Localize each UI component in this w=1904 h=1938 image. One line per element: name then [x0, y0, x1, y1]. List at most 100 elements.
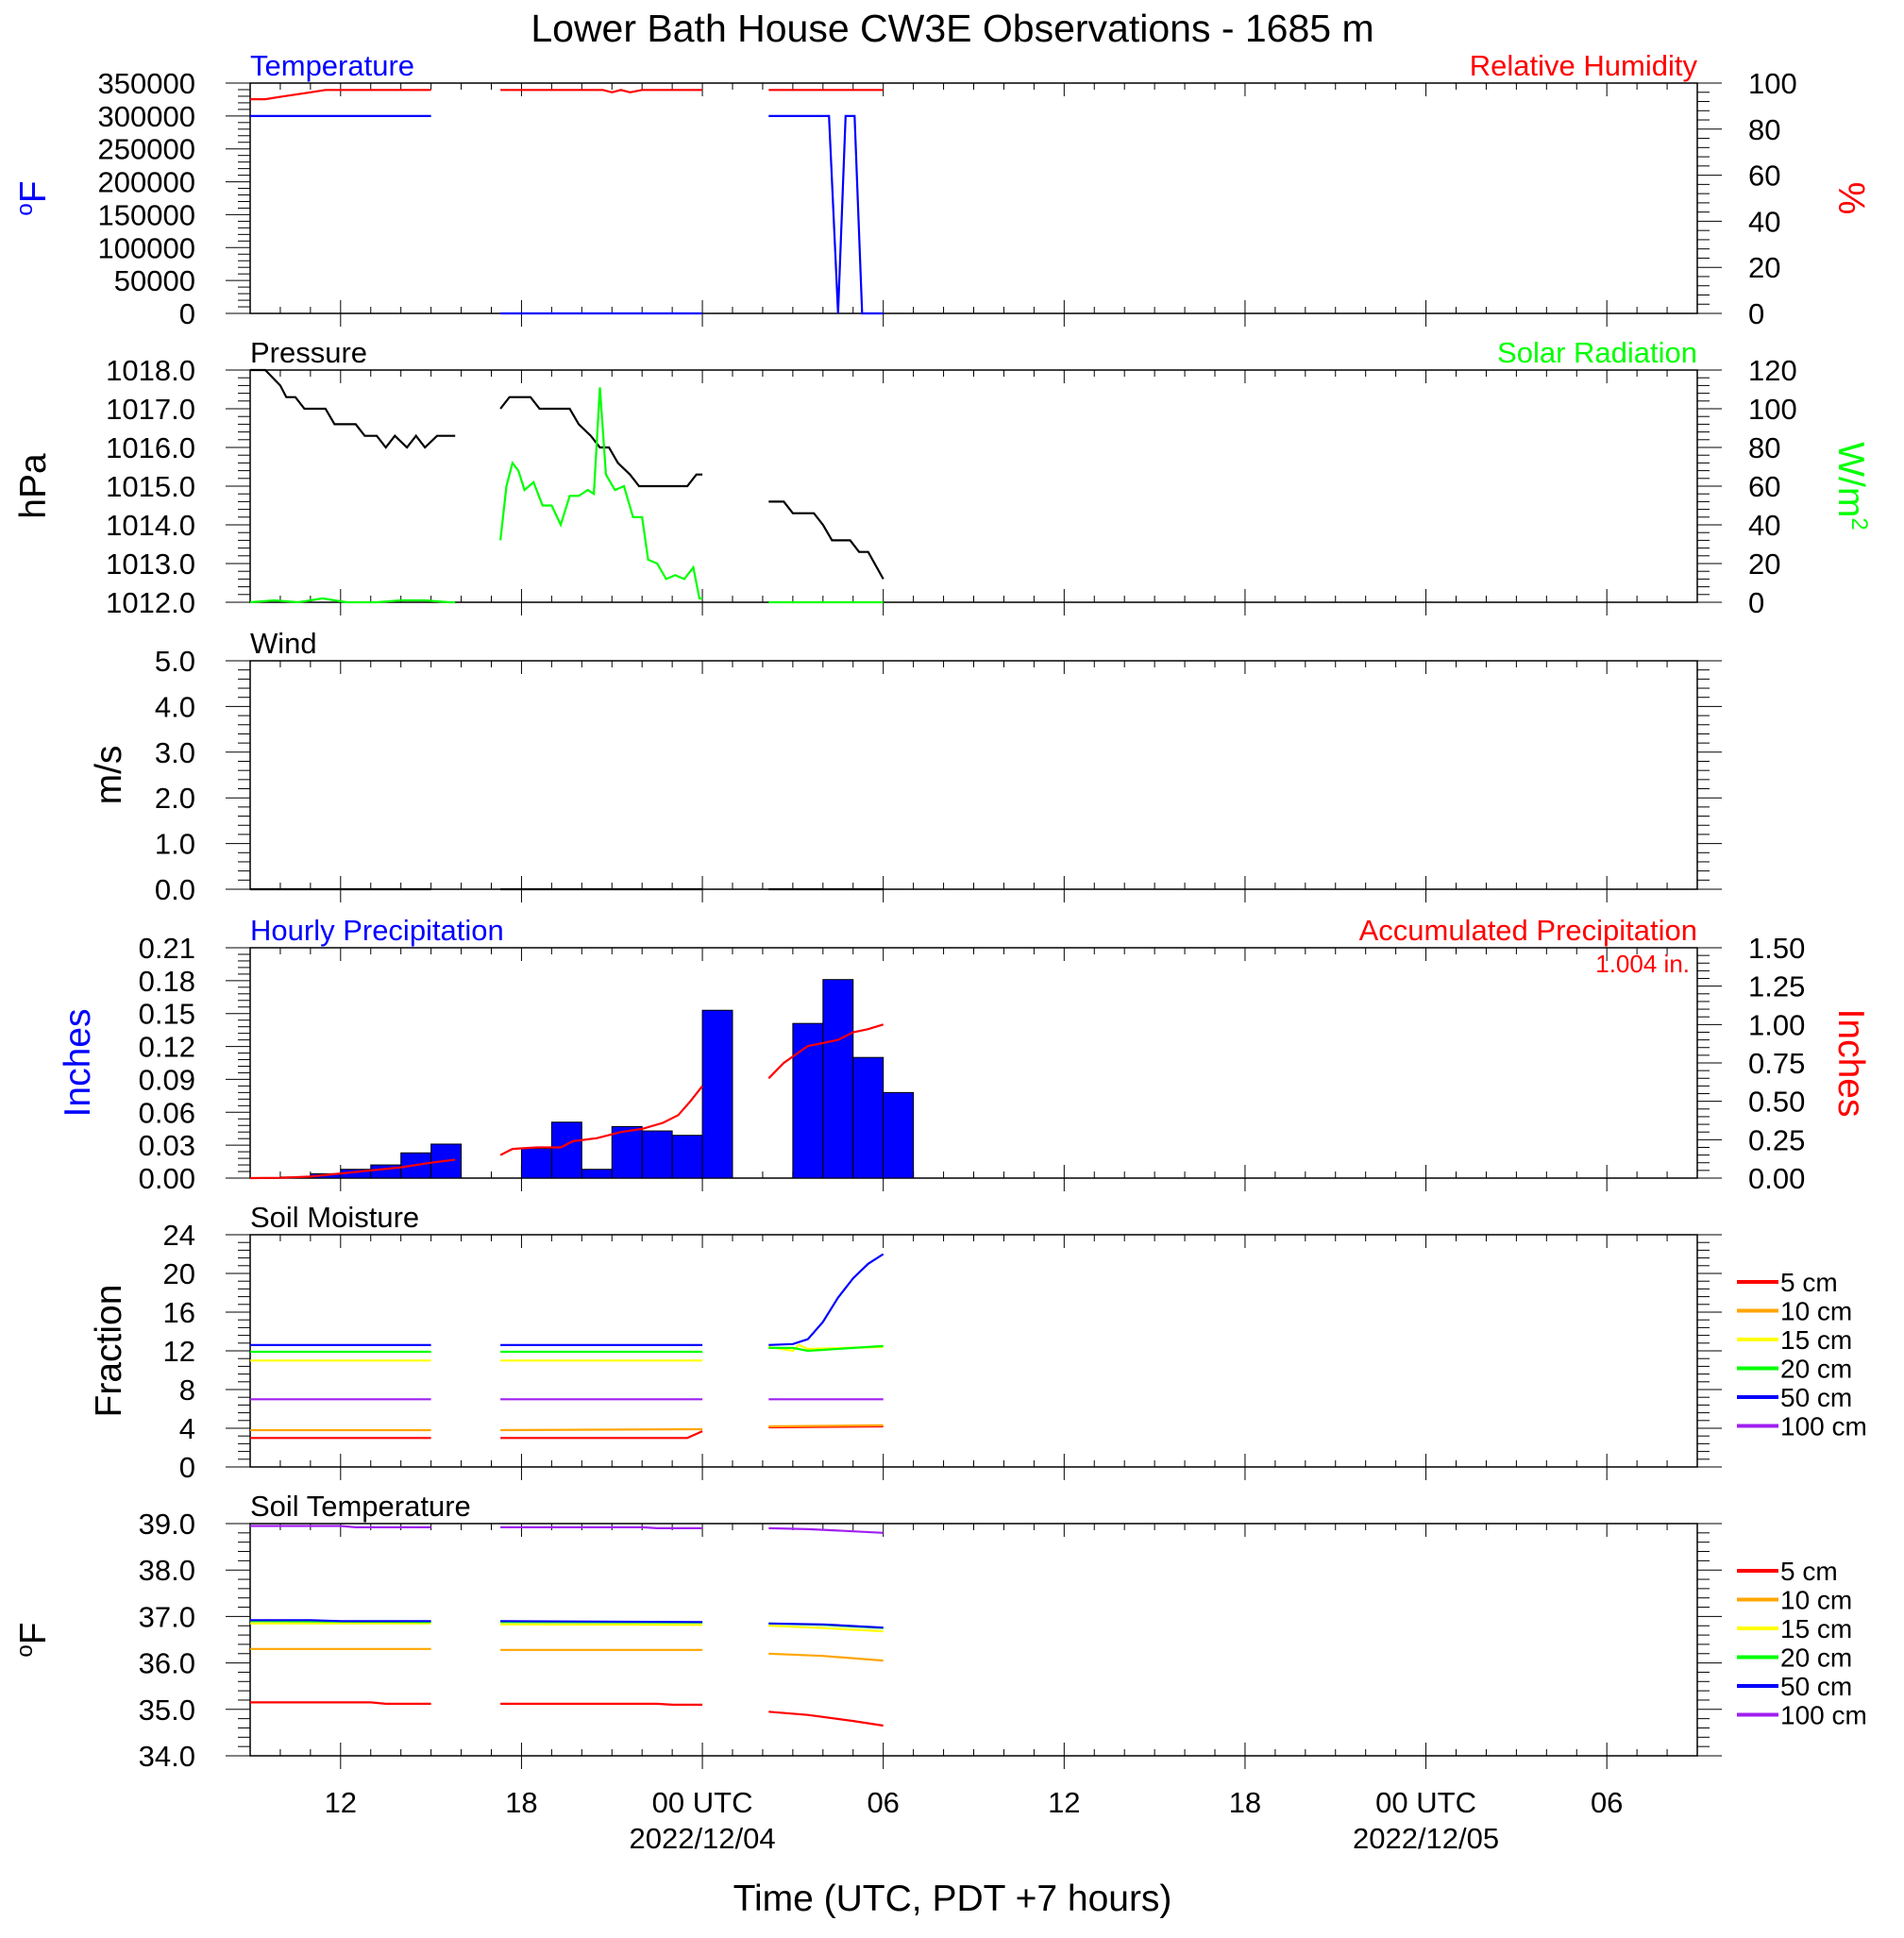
y-tick-label-left: 300000	[98, 100, 195, 133]
x-tick-label: 12	[1048, 1786, 1080, 1819]
y-tick-label-left: 8	[179, 1373, 195, 1407]
series-line-solar-radiation	[499, 387, 703, 600]
panel-soil_temp: 39.0 38.0 37.0 36.0 35.0 34.0 Soil Temperature…	[12, 1490, 1867, 1773]
x-date-label: 2022/12/05	[1353, 1822, 1499, 1855]
y-axis-unit-left: oF	[12, 180, 54, 215]
x-tick-label: 00 UTC	[1375, 1786, 1476, 1819]
unit-superscript: o	[12, 1644, 38, 1657]
y-tick-label-left: 1018.0	[106, 354, 195, 387]
y-tick-label-left: 1016.0	[106, 431, 195, 464]
y-tick-label-left: 0.06	[139, 1096, 195, 1129]
y-tick-label-left: 0.03	[139, 1129, 195, 1162]
y-tick-label-left: 0.12	[139, 1031, 195, 1064]
y-tick-label-left: 250000	[98, 133, 195, 166]
y-tick-label-right: 100	[1748, 67, 1797, 100]
y-tick-label-right: 1.50	[1748, 932, 1805, 965]
y-tick-label-right: 60	[1748, 160, 1780, 193]
y-tick-label-left: 0	[179, 297, 195, 330]
legend-label: 15 cm	[1780, 1614, 1852, 1643]
series-line-pressure	[250, 368, 456, 449]
series-line-pressure	[768, 500, 885, 580]
series-line-pressure	[499, 396, 703, 488]
series-line-accumulated-precipitation	[249, 1158, 456, 1180]
series-line-20-cm	[768, 1344, 884, 1353]
panel-temp_rh: 3500003000002500002000001500001000005000…	[12, 49, 1871, 330]
y-tick-label-right: 40	[1748, 509, 1780, 542]
y-axis-unit-left: hPa	[13, 453, 54, 519]
y-tick-label-right: 20	[1748, 251, 1780, 284]
series-line-50-cm	[500, 1620, 703, 1624]
x-axis-label: Time (UTC, PDT +7 hours)	[733, 1879, 1172, 1919]
y-tick-label-left: 5.0	[155, 645, 195, 678]
y-tick-label-right: 40	[1748, 205, 1780, 238]
legend-label: 10 cm	[1780, 1297, 1852, 1326]
legend-label: 5 cm	[1780, 1268, 1838, 1297]
precip-bar	[671, 1135, 703, 1179]
plot-frame	[249, 1234, 1698, 1468]
panel-title-left: Soil Moisture	[250, 1201, 419, 1234]
legend-label: 20 cm	[1780, 1643, 1852, 1673]
y-tick-label-left: 1.0	[155, 828, 195, 861]
y-tick-label-left: 150000	[98, 198, 195, 231]
legend-label: 50 cm	[1780, 1672, 1852, 1701]
series-line-50-cm	[768, 1253, 885, 1346]
y-axis-unit-right: Inches	[1830, 1009, 1871, 1118]
y-tick-label-right: 1.25	[1748, 970, 1805, 1003]
panel-title-left: Hourly Precipitation	[250, 914, 504, 947]
y-tick-label-left: 1015.0	[106, 470, 195, 503]
y-tick-label-left: 0.21	[139, 932, 195, 965]
y-tick-label-left: 1014.0	[106, 509, 195, 542]
y-tick-label-right: 80	[1748, 113, 1780, 146]
y-tick-label-left: 37.0	[139, 1600, 195, 1633]
y-tick-label-right: 0.50	[1748, 1086, 1805, 1119]
series-line-accumulated-precipitation	[499, 1085, 703, 1156]
y-tick-label-right: 80	[1748, 431, 1780, 464]
panel-title-left: Temperature	[250, 49, 414, 82]
x-date-label: 2022/12/04	[629, 1822, 775, 1855]
precip-bar	[641, 1130, 673, 1179]
panels-group: 3500003000002500002000001500001000005000…	[12, 49, 1872, 1773]
y-tick-label-left: 0.00	[139, 1162, 195, 1195]
panel-title-left: Pressure	[250, 336, 367, 369]
y-tick-label-left: 38.0	[139, 1554, 195, 1587]
plot-frame	[249, 82, 1698, 314]
panel-precip: 0.210.180.150.120.090.060.030.00 1.50 1.25…	[58, 914, 1871, 1195]
precip-bar	[611, 1125, 643, 1179]
y-tick-label-left: 100000	[98, 231, 195, 264]
y-tick-label-left: 35.0	[139, 1694, 195, 1727]
y-tick-label-right: 60	[1748, 470, 1780, 503]
figure-title: Lower Bath House CW3E Observations - 168…	[531, 7, 1373, 50]
y-tick-label-left: 0.18	[139, 965, 195, 998]
precip-bar	[822, 979, 854, 1179]
legend-label: 15 cm	[1780, 1325, 1852, 1355]
x-tick-label: 18	[1229, 1786, 1261, 1819]
series-line-50-cm	[250, 1619, 431, 1623]
unit-text: F	[13, 180, 54, 203]
panel-title-left: Soil Temperature	[250, 1490, 471, 1523]
y-tick-label-right: 0	[1748, 586, 1764, 619]
y-tick-label-left: 4	[179, 1412, 195, 1445]
y-tick-label-right: 0	[1748, 297, 1764, 330]
series-line-temperature	[768, 114, 884, 315]
precip-bar	[852, 1056, 885, 1179]
y-tick-label-left: 1012.0	[106, 586, 195, 619]
x-tick-label: 00 UTC	[652, 1786, 753, 1819]
y-tick-label-left: 350000	[98, 67, 195, 100]
y-tick-label-left: 16	[163, 1296, 195, 1329]
y-axis-unit-right: W/m2	[1830, 442, 1872, 531]
y-tick-label-left: 0.15	[139, 998, 195, 1031]
series-line-10-cm	[500, 1427, 703, 1432]
series-line-relative-humidity	[500, 89, 703, 93]
precip-bar	[883, 1091, 915, 1179]
y-tick-label-right: 0.25	[1748, 1123, 1805, 1156]
legend-label: 20 cm	[1780, 1355, 1852, 1384]
panel-title-right: Solar Radiation	[1497, 336, 1697, 369]
y-tick-label-left: 0.0	[155, 873, 195, 906]
series-line-5-cm	[500, 1702, 703, 1707]
y-tick-label-left: 36.0	[139, 1647, 195, 1680]
y-tick-label-left: 0.09	[139, 1063, 195, 1096]
series-line-100-cm	[768, 1526, 884, 1534]
y-tick-label-left: 200000	[98, 166, 195, 199]
series-line-15-cm	[500, 1623, 703, 1626]
y-tick-label-right: 100	[1748, 393, 1797, 426]
